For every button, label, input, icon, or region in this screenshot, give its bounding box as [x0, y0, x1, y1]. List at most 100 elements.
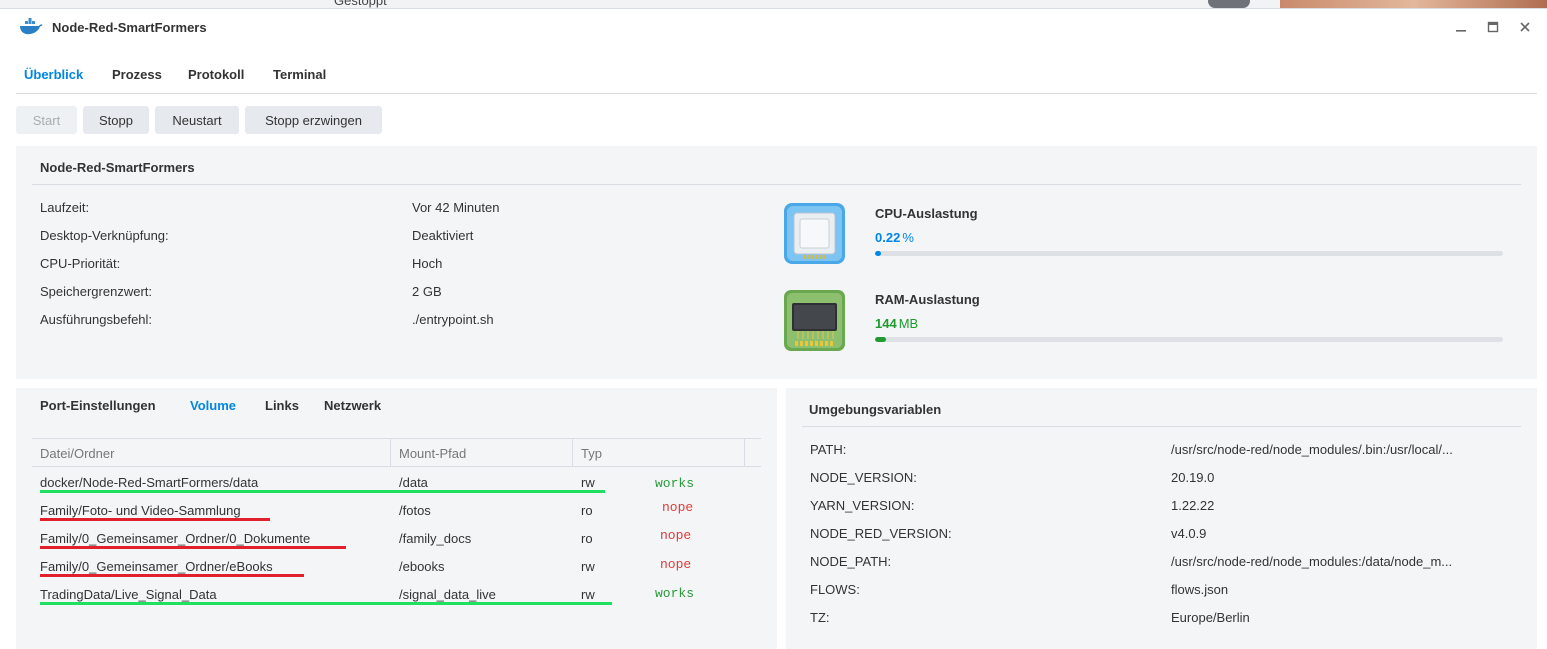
volume-folder: docker/Node-Red-SmartFormers/data	[40, 475, 259, 490]
divider	[32, 184, 1521, 185]
subtab-network[interactable]: Netzwerk	[324, 398, 382, 413]
annotation-underline	[40, 490, 605, 493]
env-value: 1.22.22	[1171, 498, 1215, 513]
field-value-exec-command: ./entrypoint.sh	[412, 312, 494, 327]
env-key: NODE_VERSION:	[810, 470, 917, 485]
annotation-note: nope	[662, 500, 694, 515]
field-label-memory-limit: Speichergrenzwert:	[40, 284, 152, 299]
table-row[interactable]: Family/0_Gemeinsamer_Ordner/0_Dokumente …	[32, 524, 761, 552]
ram-usage-bar	[875, 337, 1503, 342]
volume-folder: TradingData/Live_Signal_Data	[40, 587, 217, 602]
background-status-text: Gestoppt	[334, 0, 387, 8]
annotation-note: nope	[660, 557, 692, 572]
table-row[interactable]: Family/0_Gemeinsamer_Ordner/eBooks /eboo…	[32, 552, 761, 580]
container-detail-window: Node-Red-SmartFormers Überblick Prozess …	[0, 8, 1547, 649]
overview-panel: Node-Red-SmartFormers Laufzeit: Vor 42 M…	[16, 146, 1537, 379]
volume-type: rw	[581, 475, 595, 490]
field-value-memory-limit: 2 GB	[412, 284, 442, 299]
background-toggle	[1208, 0, 1250, 8]
table-row[interactable]: Family/Foto- und Video-Sammlung /fotos r…	[32, 496, 761, 524]
env-key: NODE_RED_VERSION:	[810, 526, 952, 541]
cpu-usage-value: 0.22%	[875, 230, 914, 245]
ram-usage-title: RAM-Auslastung	[875, 292, 980, 307]
table-row[interactable]: docker/Node-Red-SmartFormers/data /data …	[32, 468, 761, 496]
env-row: NODE_VERSION: 20.19.0	[810, 470, 1510, 498]
subtab-port-settings[interactable]: Port-Einstellungen	[40, 398, 156, 413]
divider	[802, 426, 1521, 427]
volume-table-header: Datei/Ordner Mount-Pfad Typ	[32, 438, 761, 467]
env-row: FLOWS: flows.json	[810, 582, 1510, 610]
force-stop-button[interactable]: Stopp erzwingen	[245, 106, 382, 134]
env-value: /usr/src/node-red/node_modules:/data/nod…	[1171, 554, 1453, 569]
volume-folder: Family/Foto- und Video-Sammlung	[40, 503, 241, 518]
subtab-volume[interactable]: Volume	[190, 398, 236, 413]
stop-button[interactable]: Stopp	[83, 106, 149, 134]
column-separator[interactable]	[390, 439, 391, 467]
cpu-usage-title: CPU-Auslastung	[875, 206, 978, 221]
volume-type: ro	[581, 531, 593, 546]
volume-folder: Family/0_Gemeinsamer_Ordner/eBooks	[40, 559, 273, 574]
cpu-usage-bar	[875, 251, 1503, 256]
background-image	[1280, 0, 1547, 8]
volume-mount-path: /fotos	[399, 503, 431, 518]
tab-terminal[interactable]: Terminal	[273, 67, 327, 82]
env-row: YARN_VERSION: 1.22.22	[810, 498, 1510, 526]
table-row[interactable]: TradingData/Live_Signal_Data /signal_dat…	[32, 580, 761, 608]
annotation-underline	[40, 546, 346, 549]
env-key: YARN_VERSION:	[810, 498, 915, 513]
volume-type: ro	[581, 503, 593, 518]
env-value: Europe/Berlin	[1171, 610, 1250, 625]
docker-whale-icon	[19, 18, 43, 36]
column-separator[interactable]	[744, 439, 745, 467]
field-label-desktop-shortcut: Desktop-Verknüpfung:	[40, 228, 169, 243]
restart-button[interactable]: Neustart	[155, 106, 239, 134]
field-label-uptime: Laufzeit:	[40, 200, 90, 215]
column-separator[interactable]	[572, 439, 573, 467]
environment-panel: Umgebungsvariablen PATH: /usr/src/node-r…	[786, 388, 1537, 649]
cpu-usage-bar-fill	[875, 251, 881, 256]
env-value: 20.19.0	[1171, 470, 1215, 485]
env-key: NODE_PATH:	[810, 554, 892, 569]
cpu-chip-icon	[783, 202, 846, 265]
env-row: PATH: /usr/src/node-red/node_modules/.bi…	[810, 442, 1510, 470]
volume-folder: Family/0_Gemeinsamer_Ordner/0_Dokumente	[40, 531, 311, 546]
volume-mount-path: /family_docs	[399, 531, 472, 546]
field-label-cpu-priority: CPU-Priorität:	[40, 256, 121, 271]
annotation-underline	[40, 602, 612, 605]
annotation-note: works	[655, 586, 695, 601]
volume-panel: Port-Einstellungen Volume Links Netzwerk…	[16, 388, 777, 649]
env-row: NODE_PATH: /usr/src/node-red/node_module…	[810, 554, 1510, 582]
column-header-type[interactable]: Typ	[581, 446, 602, 461]
close-icon[interactable]	[1516, 18, 1534, 36]
column-header-folder[interactable]: Datei/Ordner	[40, 446, 115, 461]
maximize-icon[interactable]	[1484, 18, 1502, 36]
field-value-desktop-shortcut: Deaktiviert	[412, 228, 474, 243]
env-value: flows.json	[1171, 582, 1229, 597]
subtab-links[interactable]: Links	[265, 398, 299, 413]
ram-usage-value: 144 MB	[875, 316, 919, 331]
env-row: TZ: Europe/Berlin	[810, 610, 1510, 638]
annotation-note: nope	[660, 528, 692, 543]
annotation-note: works	[655, 476, 695, 491]
tab-process[interactable]: Prozess	[112, 67, 162, 82]
title-bar[interactable]: Node-Red-SmartFormers	[0, 9, 1547, 47]
env-value: v4.0.9	[1171, 526, 1207, 541]
field-value-cpu-priority: Hoch	[412, 256, 443, 271]
env-key: PATH:	[810, 442, 847, 457]
field-label-exec-command: Ausführungsbefehl:	[40, 312, 153, 327]
ram-usage-bar-fill	[875, 337, 886, 342]
env-key: TZ:	[810, 610, 830, 625]
window-title: Node-Red-SmartFormers	[52, 20, 207, 35]
start-button[interactable]: Start	[16, 106, 77, 134]
environment-title: Umgebungsvariablen	[809, 402, 942, 417]
volume-mount-path: /signal_data_live	[399, 587, 496, 602]
env-value: /usr/src/node-red/node_modules/.bin:/usr…	[1171, 442, 1453, 457]
field-value-uptime: Vor 42 Minuten	[412, 200, 500, 215]
annotation-underline	[40, 518, 270, 521]
background-window-strip: Gestoppt	[0, 0, 1547, 8]
volume-type: rw	[581, 587, 595, 602]
tab-overview[interactable]: Überblick	[24, 67, 84, 82]
column-header-mount-path[interactable]: Mount-Pfad	[399, 446, 467, 461]
tab-log[interactable]: Protokoll	[188, 67, 245, 82]
minimize-icon[interactable]	[1452, 18, 1470, 36]
